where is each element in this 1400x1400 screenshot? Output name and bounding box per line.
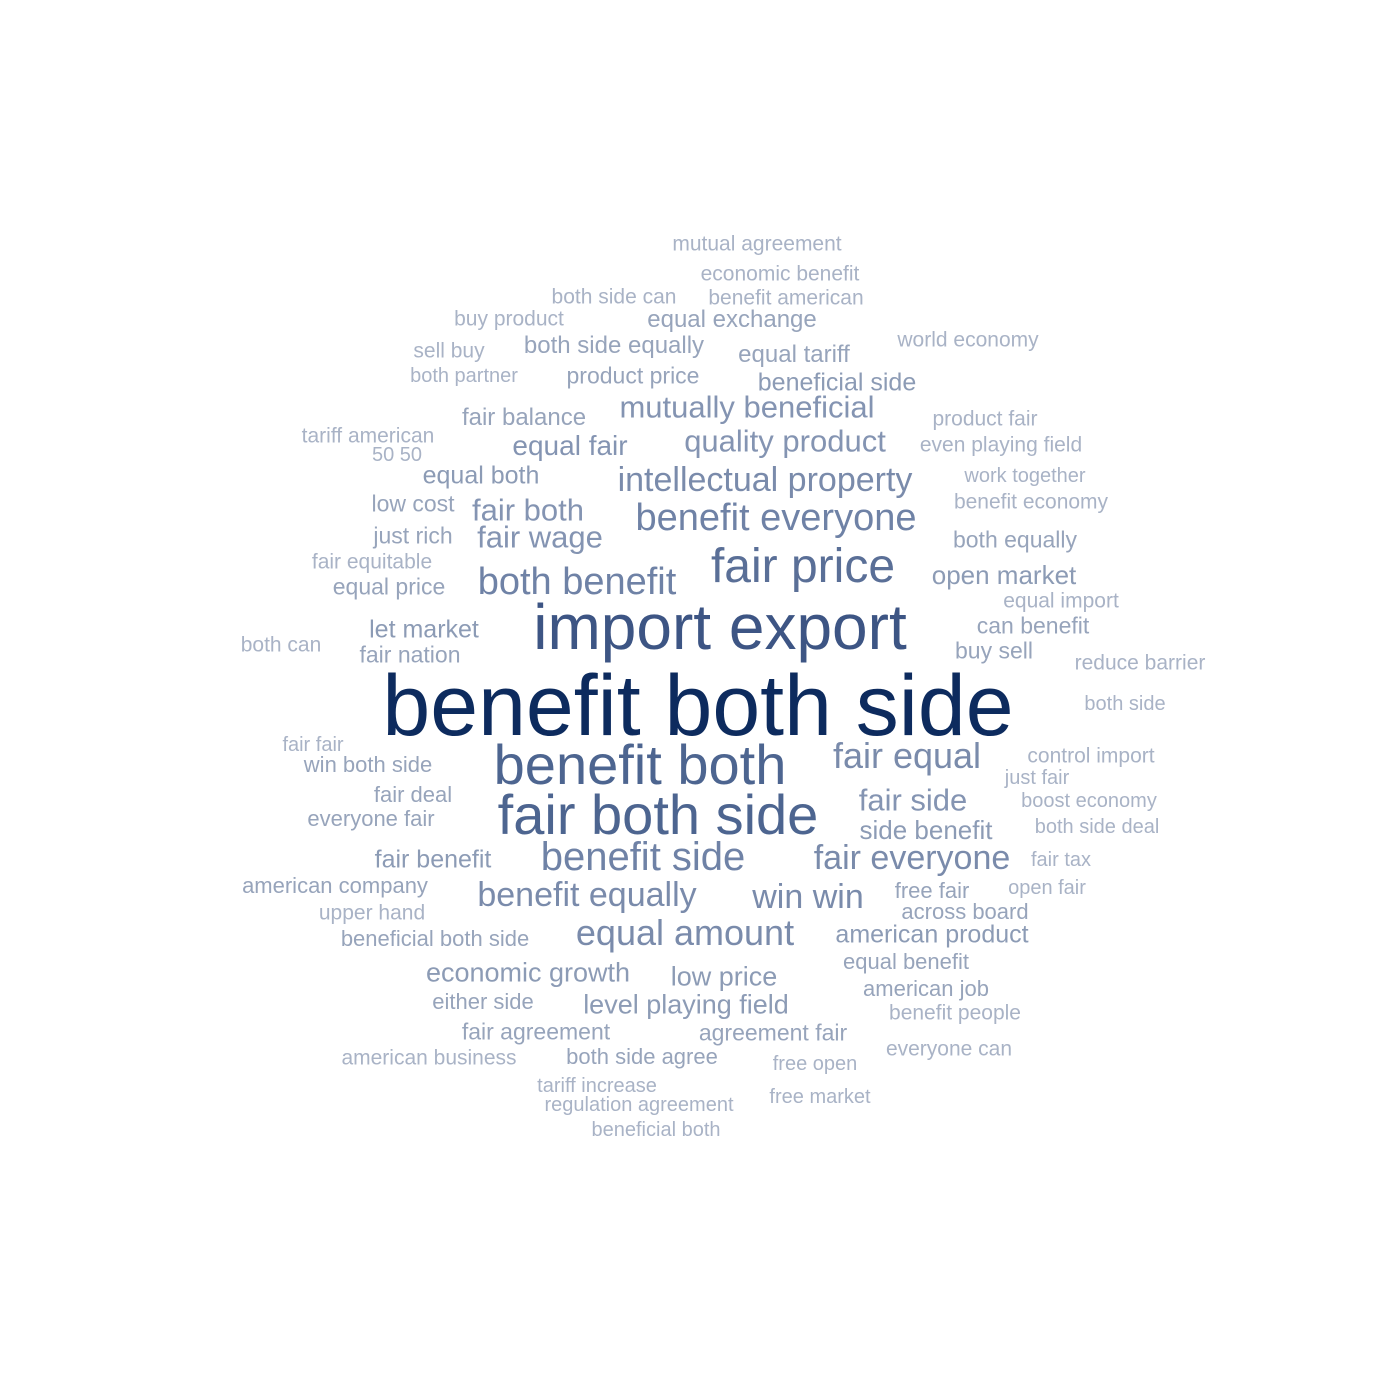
word: fair deal [373,782,453,807]
word: both side deal [1034,816,1160,838]
word: equal tariff [738,341,850,368]
word: buy sell [955,637,1033,664]
word: everyone can [885,1037,1013,1061]
word: fair equitable [311,550,433,574]
word: open fair [1008,877,1086,899]
word: benefit economy [953,490,1109,514]
word: product fair [932,407,1038,431]
word: product price [566,362,700,389]
word: sell buy [413,339,485,363]
word: reduce barrier [1074,651,1206,675]
word: benefit both side [382,658,1014,754]
word: beneficial both side [340,926,530,951]
word: low price [670,961,778,992]
word: fair balance [461,404,587,431]
word: fair tax [1030,849,1092,871]
word: benefit equally [477,876,697,914]
word: quality product [684,423,886,459]
word: economic growth [425,957,631,988]
word: boost economy [1021,790,1157,812]
word: both side can [551,285,677,309]
word: benefit both [493,733,787,796]
word: fair price [710,540,896,593]
word: economic benefit [700,262,860,286]
word: beneficial side [757,368,917,397]
word: side benefit [859,815,993,845]
word: american product [835,920,1029,949]
word: world economy [897,328,1039,352]
word: free open [772,1053,858,1075]
word: regulation agreement [544,1094,734,1116]
word: both side [1084,693,1166,715]
word: both partner [410,365,518,387]
word: both side equally [523,332,705,359]
word: everyone fair [307,806,435,831]
word: 50 50 [371,444,423,466]
word: benefit people [889,1001,1021,1025]
word: equal amount [575,912,795,953]
word: either side [432,989,534,1014]
word: fair equal [832,735,982,776]
word: equal both [422,461,540,490]
word: mutually beneficial [619,389,875,425]
word: fair fair [282,734,344,756]
word: american business [341,1046,517,1070]
word: intellectual property [617,461,913,499]
word: level playing field [583,989,789,1020]
word: tariff increase [537,1075,657,1097]
word: equal fair [512,430,628,461]
word: american job [863,976,989,1001]
word: equal price [332,573,446,600]
word: win win [752,878,864,916]
word: fair side [858,782,968,818]
word: both equally [952,526,1078,553]
word: control import [1027,744,1155,768]
word: equal import [1003,589,1119,613]
word: equal benefit [843,949,969,974]
word: free market [769,1086,871,1108]
word: benefit american [708,286,864,310]
word: tariff american [301,424,435,448]
word: let market [369,615,479,644]
word: fair both [471,492,585,528]
word: fair wage [477,519,603,555]
word: even playing field [919,433,1083,457]
word: fair both side [497,783,819,846]
word: free fair [894,878,970,903]
word: benefit side [540,835,746,879]
word: beneficial both [591,1119,721,1141]
word: fair nation [359,641,461,668]
word: work together [964,465,1086,487]
word: low cost [371,490,455,517]
word: buy product [454,307,564,331]
word: benefit everyone [635,497,917,539]
word: both side agree [566,1044,718,1069]
word: fair benefit [374,845,492,874]
word: open market [931,560,1077,590]
word: agreement fair [698,1019,848,1046]
word: can benefit [976,612,1090,639]
word: american company [242,873,428,898]
word: mutual agreement [672,232,842,256]
word: fair everyone [813,839,1011,877]
word: just fair [1004,767,1070,789]
word: across board [901,899,1029,924]
word: both benefit [477,561,677,603]
word: just rich [373,522,453,549]
word: win both side [303,752,433,777]
word: equal exchange [647,306,817,333]
word: import export [533,591,907,663]
word: both can [240,633,322,657]
word: fair agreement [461,1018,611,1045]
word: upper hand [318,901,426,925]
